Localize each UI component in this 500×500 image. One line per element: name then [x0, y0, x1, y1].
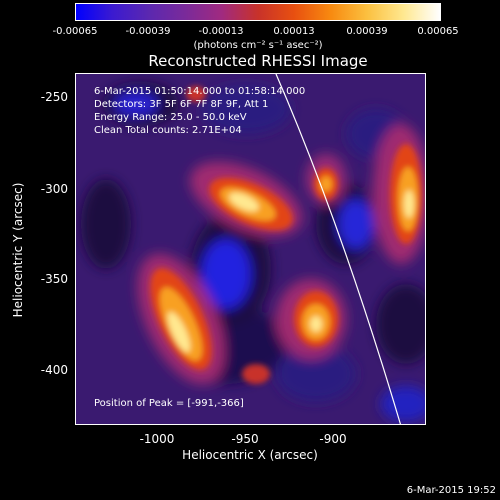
clean-counts-label: Clean Total counts: 2.71E+04	[94, 125, 242, 136]
peak-position-label: Position of Peak = [-991,-366]	[94, 398, 244, 409]
colorbar-tick: 0.00065	[417, 26, 459, 37]
energy-range-label: Energy Range: 25.0 - 50.0 keV	[94, 112, 247, 123]
colorbar-tick: -0.00013	[198, 26, 244, 37]
colorbar-unit-label: (photons cm⁻² s⁻¹ asec⁻²)	[193, 40, 323, 51]
x-tick: -1000	[139, 432, 175, 446]
colorbar-tick: -0.00039	[125, 26, 171, 37]
solar-limb-line	[275, 74, 402, 424]
y-tick: -400	[40, 363, 68, 377]
x-tick: -900	[319, 432, 347, 446]
rhessi-image: 6-Mar-2015 01:50:14.000 to 01:58:14.000 …	[75, 73, 426, 425]
x-tick: -950	[231, 432, 259, 446]
colorbar-tick: 0.00039	[346, 26, 388, 37]
x-axis-label: Heliocentric X (arcsec)	[182, 448, 318, 462]
image-canvas	[76, 74, 425, 424]
detectors-label: Detectors: 3F 5F 6F 7F 8F 9F, Att 1	[94, 99, 269, 110]
time-range-label: 6-Mar-2015 01:50:14.000 to 01:58:14.000	[94, 86, 306, 97]
colorbar-tick: -0.00065	[52, 26, 98, 37]
y-tick: -300	[40, 182, 68, 196]
y-axis-label: Heliocentric Y (arcsec)	[11, 182, 25, 318]
bright-sources	[150, 86, 422, 384]
colorbar-tick: 0.00013	[273, 26, 315, 37]
plot-title: Reconstructed RHESSI Image	[148, 52, 368, 70]
footer-date: 6-Mar-2015 19:52	[406, 485, 496, 496]
y-tick: -250	[40, 90, 68, 104]
y-tick: -350	[40, 272, 68, 286]
colorbar	[75, 3, 441, 21]
